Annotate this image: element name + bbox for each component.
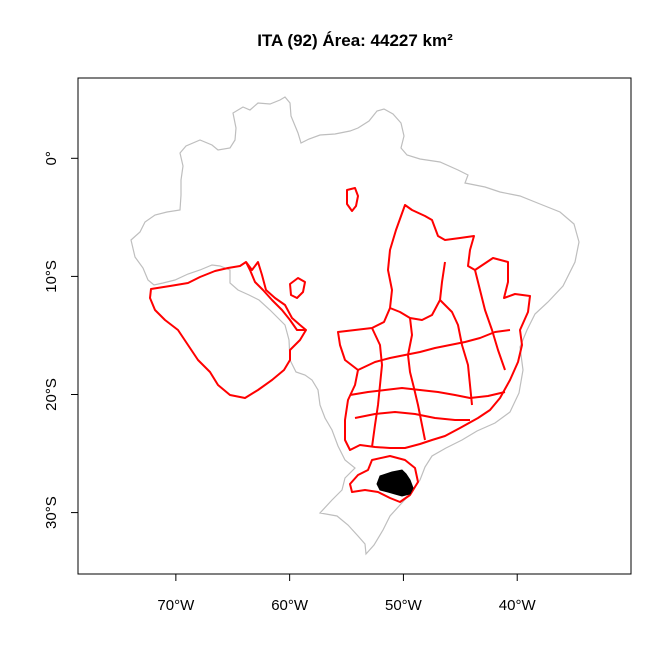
basin-internal-8 bbox=[474, 269, 506, 371]
plot-frame bbox=[77, 77, 632, 575]
basin-internal-2 bbox=[357, 329, 511, 371]
basin-internal-3 bbox=[349, 387, 506, 399]
y-tick-label: 30°S bbox=[43, 496, 60, 529]
basin-west-branch bbox=[245, 261, 307, 331]
map-title: ITA (92) Área: 44227 km² bbox=[257, 31, 453, 50]
highlighted-basin-ita bbox=[376, 469, 414, 497]
y-tick-label: 0° bbox=[43, 151, 60, 165]
y-tick-label: 20°S bbox=[43, 378, 60, 411]
basin-internal-1 bbox=[389, 261, 446, 321]
basin-patch-a bbox=[289, 277, 306, 299]
x-axis: 70°W 60°W 50°W 40°W bbox=[157, 573, 537, 614]
basin-patch-b bbox=[346, 187, 359, 212]
basin-internal-5 bbox=[407, 317, 426, 441]
basin-internal-4 bbox=[354, 411, 470, 421]
x-tick-label: 50°W bbox=[385, 597, 423, 614]
basin-internal-7 bbox=[371, 327, 383, 448]
y-axis: 0° 10°S 20°S 30°S bbox=[43, 151, 79, 529]
y-tick-label: 10°S bbox=[43, 260, 60, 293]
basin-south-small bbox=[349, 455, 419, 503]
basin-outlines bbox=[149, 187, 531, 503]
country-outline bbox=[130, 96, 580, 556]
basin-internal-6 bbox=[439, 299, 473, 406]
x-tick-label: 40°W bbox=[499, 597, 537, 614]
basin-central bbox=[337, 204, 531, 451]
basin-west bbox=[149, 261, 307, 399]
x-tick-label: 70°W bbox=[157, 597, 195, 614]
x-tick-label: 60°W bbox=[271, 597, 309, 614]
